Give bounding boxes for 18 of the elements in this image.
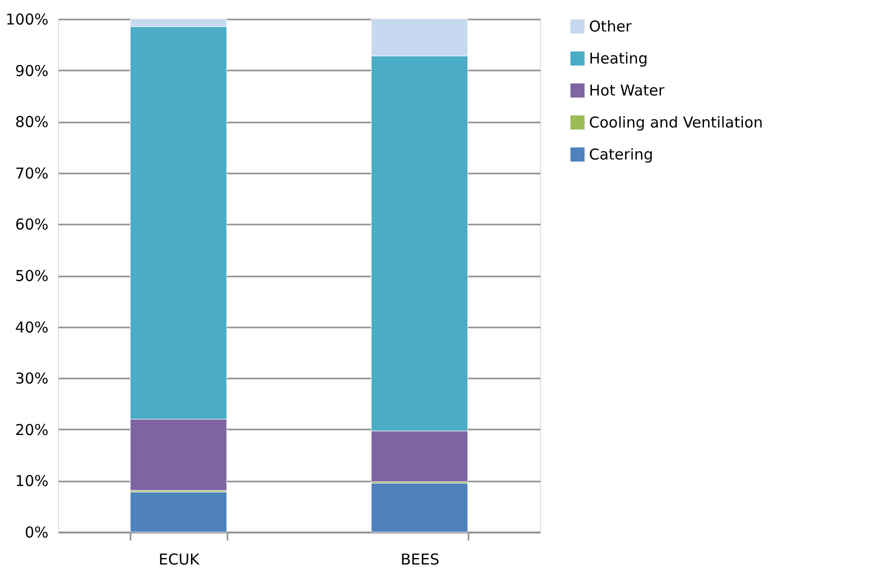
legend-label: Catering [589,146,654,164]
legend-label: Heating [589,50,648,68]
legend-label: Other [589,18,632,36]
y-tick-label: 50% [15,267,48,285]
x-tick-label: ECUK [158,550,201,568]
y-tick-label: 60% [15,216,48,234]
y-tick-label: 100% [6,10,48,28]
y-tick-label: 0% [24,524,48,542]
x-tick-label: BEES [400,550,440,568]
y-tick-label: 10% [15,472,48,490]
legend-label: Cooling and Ventilation [589,114,763,132]
y-tick-label: 70% [15,164,48,182]
legend-label: Hot Water [589,82,666,100]
y-tick-label: 40% [15,318,48,336]
y-tick-label: 80% [15,113,48,132]
y-tick-label: 30% [15,370,48,388]
y-tick-label: 90% [15,62,48,80]
y-tick-label: 20% [15,420,48,439]
